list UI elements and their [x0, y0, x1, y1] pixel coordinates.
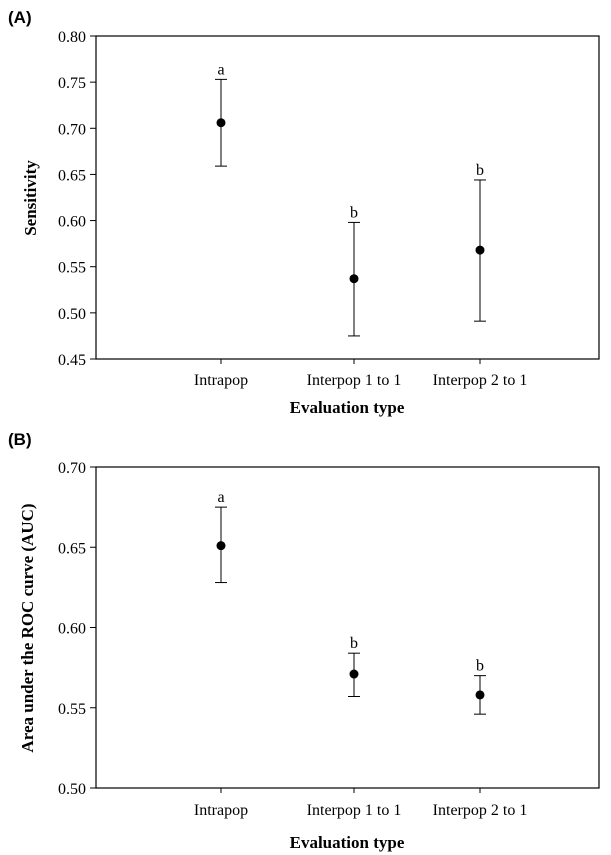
y-tick-label: 0.75 — [58, 75, 86, 92]
x-axis-ticks: Intrapop Interpop 1 to 1 Interpop 2 to 1 — [194, 788, 527, 819]
y-tick-label: 0.60 — [58, 621, 86, 638]
x-tick-label: Interpop 1 to 1 — [307, 802, 402, 819]
y-axis-label: Sensitivity — [21, 160, 40, 236]
panel-label: (A) — [8, 8, 32, 27]
plot-frame — [95, 35, 600, 360]
significance-letter: a — [217, 61, 224, 78]
y-tick-label: 0.50 — [58, 306, 86, 323]
x-tick-label: Interpop 2 to 1 — [433, 372, 528, 389]
y-tick-label: 0.45 — [58, 352, 86, 369]
significance-letter: b — [476, 658, 484, 675]
y-axis-ticks: 0.45 0.50 0.55 0.60 0.65 0.70 0.75 0.80 — [58, 29, 96, 369]
y-tick-label: 0.70 — [58, 460, 86, 477]
data-point — [216, 541, 226, 551]
x-axis-ticks: Intrapop Interpop 1 to 1 Interpop 2 to 1 — [194, 359, 527, 389]
data-point — [475, 690, 485, 700]
x-axis-label: Evaluation type — [290, 398, 405, 417]
y-axis-label: Area under the ROC curve (AUC) — [18, 503, 37, 752]
y-tick-label: 0.80 — [58, 29, 86, 46]
x-axis-label: Evaluation type — [290, 833, 405, 852]
panel-label: (B) — [8, 430, 32, 449]
y-tick-label: 0.55 — [58, 260, 86, 277]
significance-letter: b — [350, 204, 358, 221]
data-point — [216, 118, 226, 128]
y-tick-label: 0.65 — [58, 167, 86, 184]
data-marks: a b b — [215, 489, 486, 715]
data-point — [349, 274, 359, 284]
significance-letter: a — [217, 489, 224, 506]
y-tick-label: 0.50 — [58, 781, 86, 798]
data-point — [349, 669, 359, 679]
significance-letter: b — [350, 635, 358, 652]
y-tick-label: 0.55 — [58, 701, 86, 718]
x-tick-label: Interpop 1 to 1 — [307, 372, 402, 389]
data-point — [475, 245, 485, 255]
y-tick-label: 0.70 — [58, 121, 86, 138]
x-tick-label: Interpop 2 to 1 — [433, 802, 528, 819]
y-tick-label: 0.65 — [58, 540, 86, 557]
panel-a: (A) 0.45 0.50 0.55 0.60 0.65 0.70 0.75 0.80 Int… — [8, 8, 600, 417]
panel-b: (B) 0.50 0.55 0.60 0.65 0.70 Intrapop Interpo… — [8, 430, 600, 852]
x-tick-label: Intrapop — [194, 802, 248, 819]
y-axis-ticks: 0.50 0.55 0.60 0.65 0.70 — [58, 460, 96, 798]
significance-letter: b — [476, 162, 484, 179]
y-tick-label: 0.60 — [58, 214, 86, 231]
data-marks: a b b — [215, 61, 486, 337]
x-tick-label: Intrapop — [194, 372, 248, 389]
plot-frame — [95, 466, 600, 789]
